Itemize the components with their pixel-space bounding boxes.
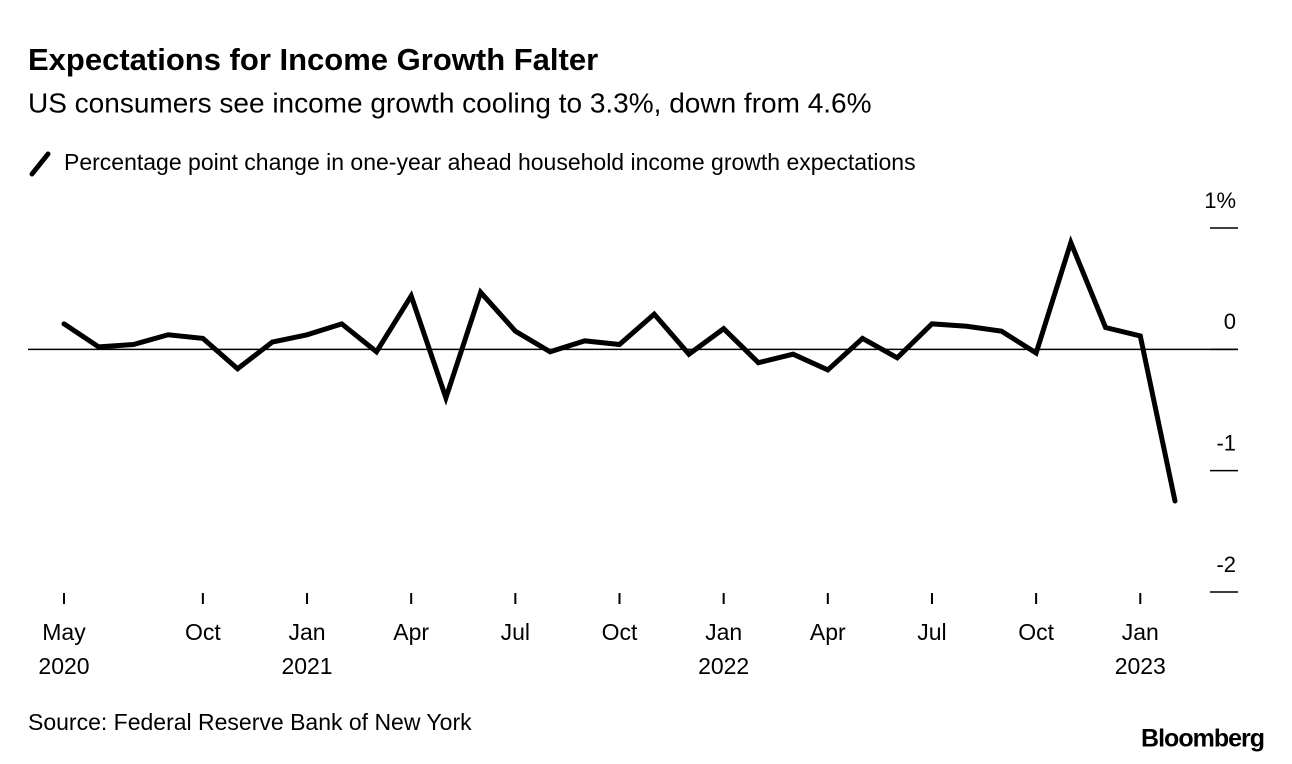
source: Source: Federal Reserve Bank of New York (28, 709, 472, 735)
chart-subtitle: US consumers see income growth cooling t… (28, 87, 872, 118)
x-tick-label: Apr (810, 619, 846, 645)
brand-logo: Bloomberg (1141, 725, 1264, 753)
x-tick-label: Jan 2023 (1115, 619, 1166, 679)
x-tick-label: Oct (602, 619, 638, 645)
y-tick-label: 1% (1204, 188, 1236, 213)
x-tick-label: Jul (917, 619, 946, 645)
y-tick-label: 0 (1224, 309, 1236, 334)
y-tick-label: -2 (1216, 552, 1236, 577)
y-tick-label: -1 (1216, 430, 1236, 455)
x-tick-label: Oct (185, 619, 221, 645)
x-tick-label: Jan 2021 (281, 619, 332, 679)
chart-title: Expectations for Income Growth Falter (28, 42, 598, 77)
legend-label: Percentage point change in one-year ahea… (64, 149, 916, 175)
x-tick-label: Jul (501, 619, 530, 645)
x-tick-label: Jan 2022 (698, 619, 749, 679)
x-tick-label: Apr (393, 619, 429, 645)
legend-swatch (29, 151, 51, 177)
x-tick-label: May 2020 (38, 619, 89, 679)
x-tick-label: Oct (1018, 619, 1054, 645)
line-series (61, 235, 1178, 504)
